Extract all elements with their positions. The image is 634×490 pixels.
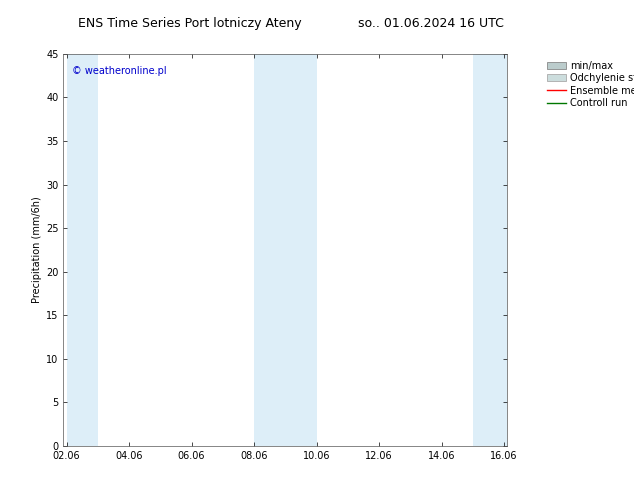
Bar	[473, 54, 507, 446]
Text: so.. 01.06.2024 16 UTC: so.. 01.06.2024 16 UTC	[358, 17, 504, 30]
Y-axis label: Precipitation (mm/6h): Precipitation (mm/6h)	[32, 196, 42, 303]
Text: ENS Time Series Port lotniczy Ateny: ENS Time Series Port lotniczy Ateny	[79, 17, 302, 30]
Bar	[67, 54, 98, 446]
Legend: min/max, Odchylenie standardowe, Ensemble mean run, Controll run: min/max, Odchylenie standardowe, Ensembl…	[545, 59, 634, 110]
Text: © weatheronline.pl: © weatheronline.pl	[72, 66, 167, 75]
Bar	[254, 54, 316, 446]
